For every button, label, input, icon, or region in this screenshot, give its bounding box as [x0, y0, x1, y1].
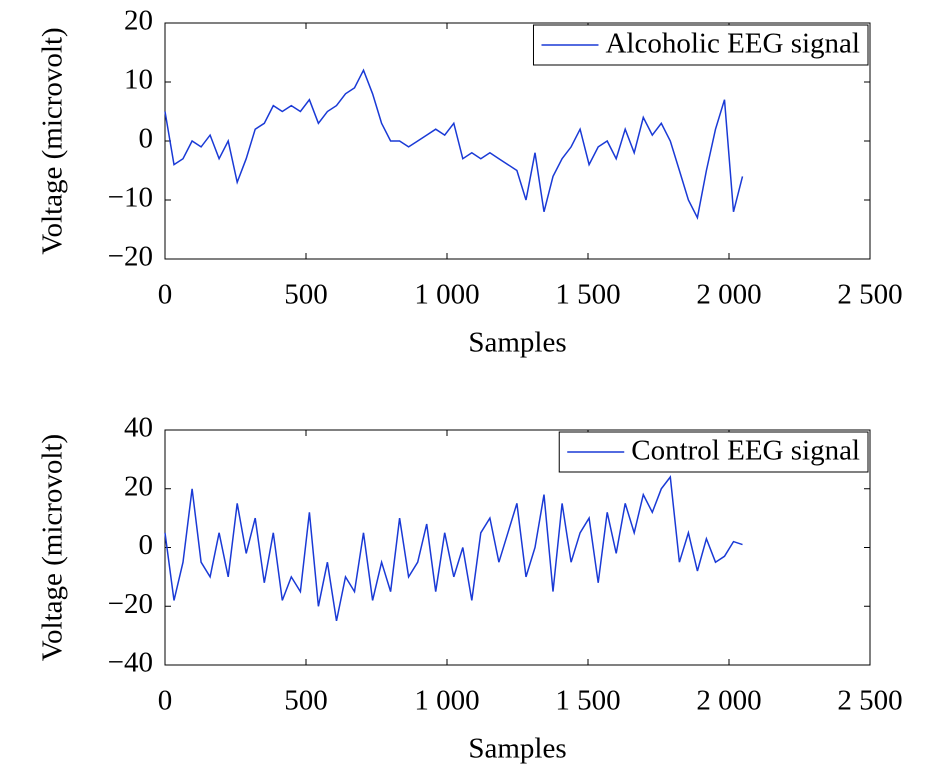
- x-tick-label: 0: [158, 685, 173, 717]
- legend-label: Control EEG signal: [631, 435, 860, 467]
- signal-line: [164, 68, 744, 220]
- y-tick-label: 10: [124, 64, 153, 96]
- x-tick-label: 500: [284, 279, 328, 311]
- x-axis-label: Samples: [468, 327, 566, 359]
- x-tick-label: 2 000: [696, 279, 761, 311]
- legend-label: Alcoholic EEG signal: [605, 28, 860, 60]
- signal-line: [164, 475, 743, 622]
- x-tick-label: 2 500: [837, 685, 902, 717]
- y-tick-label: −20: [108, 241, 153, 273]
- y-tick-label: 0: [139, 529, 154, 561]
- x-tick-label: 500: [284, 685, 328, 717]
- x-tick-label: 1 500: [555, 685, 620, 717]
- y-axis-label: Voltage (microvolt): [37, 434, 69, 661]
- y-tick-label: 0: [139, 123, 154, 155]
- y-axis-label: Voltage (microvolt): [37, 27, 69, 254]
- x-tick-label: 1 000: [414, 685, 479, 717]
- y-tick-label: −40: [108, 647, 153, 679]
- x-tick-label: 2 500: [837, 279, 902, 311]
- y-tick-label: 40: [124, 412, 153, 444]
- y-tick-label: 20: [124, 5, 153, 37]
- x-tick-label: 1 000: [414, 279, 479, 311]
- y-tick-label: −20: [108, 588, 153, 620]
- y-tick-label: −10: [108, 182, 153, 214]
- x-axis-label: Samples: [468, 733, 566, 765]
- x-tick-label: 0: [158, 279, 173, 311]
- y-tick-label: 20: [124, 470, 153, 502]
- x-tick-label: 1 500: [555, 279, 620, 311]
- x-tick-label: 2 000: [696, 685, 761, 717]
